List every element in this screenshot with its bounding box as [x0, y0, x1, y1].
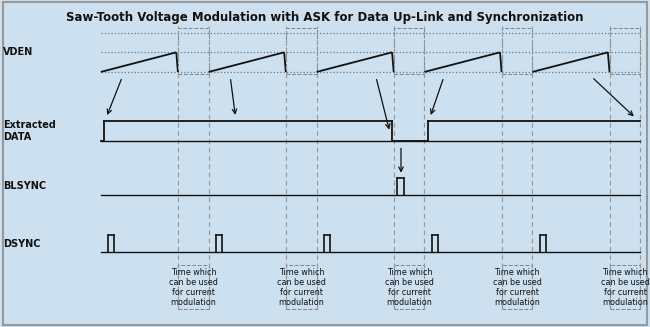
Text: Time which
can be used
for current
modulation: Time which can be used for current modul…: [493, 268, 541, 307]
Text: Time which
can be used
for current
modulation: Time which can be used for current modul…: [169, 268, 218, 307]
Text: Time which
can be used
for current
modulation: Time which can be used for current modul…: [601, 268, 649, 307]
Text: VDEN: VDEN: [3, 47, 34, 57]
Text: Saw-Tooth Voltage Modulation with ASK for Data Up-Link and Synchronization: Saw-Tooth Voltage Modulation with ASK fo…: [66, 11, 584, 25]
Text: Time which
can be used
for current
modulation: Time which can be used for current modul…: [385, 268, 434, 307]
Text: Time which
can be used
for current
modulation: Time which can be used for current modul…: [277, 268, 326, 307]
Text: DSYNC: DSYNC: [3, 239, 41, 249]
Text: Extracted
DATA: Extracted DATA: [3, 120, 56, 142]
FancyBboxPatch shape: [3, 2, 647, 325]
Text: BLSYNC: BLSYNC: [3, 181, 46, 191]
